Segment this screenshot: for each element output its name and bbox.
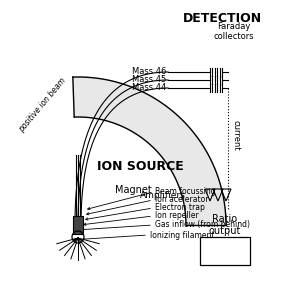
Text: positive ion beam: positive ion beam	[17, 76, 67, 134]
Text: Faraday
collectors: Faraday collectors	[214, 22, 254, 41]
Text: Mass 44: Mass 44	[132, 83, 166, 92]
Text: Gas inflow (from behind): Gas inflow (from behind)	[155, 221, 250, 229]
Bar	[73, 216, 83, 234]
Text: Ionizing filament: Ionizing filament	[150, 231, 214, 239]
Text: Ratio
output: Ratio output	[209, 214, 241, 236]
Text: Amplifiers: Amplifiers	[140, 190, 186, 200]
Text: Ion acelerator: Ion acelerator	[155, 195, 208, 205]
Text: Mass 45: Mass 45	[132, 75, 166, 84]
Text: ION SOURCE: ION SOURCE	[97, 160, 183, 173]
FancyBboxPatch shape	[200, 237, 250, 265]
Polygon shape	[73, 77, 226, 225]
Text: DETECTION: DETECTION	[182, 12, 262, 25]
Text: Ion repeller: Ion repeller	[155, 212, 199, 221]
Text: current: current	[231, 120, 240, 150]
Text: Magnet: Magnet	[115, 185, 152, 195]
Text: Electron trap: Electron trap	[155, 204, 205, 212]
Text: Mass 46: Mass 46	[132, 67, 166, 76]
Text: Beam focussing: Beam focussing	[155, 188, 216, 197]
